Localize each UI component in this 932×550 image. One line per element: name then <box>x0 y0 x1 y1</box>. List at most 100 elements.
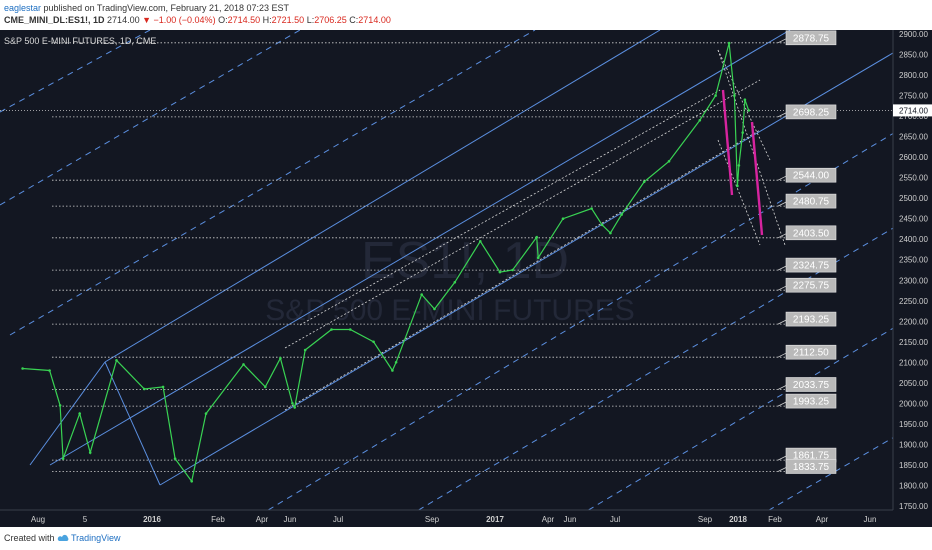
price-point <box>479 240 482 243</box>
price-tick-label: 2450.00 <box>899 215 928 224</box>
price-point <box>78 412 81 415</box>
last-price-label: 2714.00 <box>899 106 928 115</box>
level-callout-label: 2403.50 <box>793 228 830 239</box>
time-tick-label: Apr <box>816 515 829 524</box>
callout-connector <box>777 319 787 325</box>
pitchfork-outer-dashed-2 <box>0 29 301 206</box>
time-tick-label: Feb <box>211 515 225 524</box>
time-tick-label: 5 <box>83 515 88 524</box>
price-tick-label: 2600.00 <box>899 153 928 162</box>
price-tick-label: 2850.00 <box>899 51 928 60</box>
level-callout-label: 1993.25 <box>793 397 830 408</box>
time-tick-label: Apr <box>542 515 555 524</box>
price-point <box>736 184 739 188</box>
top-fan-dotted-3 <box>717 139 761 246</box>
callout-connector <box>777 265 787 271</box>
price-point <box>372 340 375 344</box>
price-point <box>453 281 457 284</box>
created-with-text: Created with <box>4 533 55 543</box>
callout-connector <box>777 352 787 358</box>
price-chart[interactable]: ES1!, 1D S&P 500 E-MINI FUTURES <box>0 29 932 528</box>
last-value: 2714.00 <box>107 15 140 25</box>
price-point <box>330 328 333 331</box>
price-point <box>161 385 165 389</box>
price-tick-label: 1850.00 <box>899 461 928 470</box>
author-link[interactable]: eaglestar <box>4 3 42 13</box>
time-tick-label: Jul <box>610 515 620 524</box>
price-point <box>620 213 623 216</box>
price-tick-label: 1900.00 <box>899 440 928 449</box>
level-callout-label: 2033.75 <box>793 380 830 391</box>
price-tick-label: 2050.00 <box>899 379 928 388</box>
price-point <box>609 231 612 235</box>
pitchfork-upper-tine <box>104 29 661 363</box>
price-point <box>714 94 717 97</box>
time-tick-label: Apr <box>256 515 269 524</box>
price-point <box>741 131 744 134</box>
time-tick-label: Jul <box>333 515 343 524</box>
footer-bar: Created with TradingView <box>0 527 932 550</box>
price-tick-label: 2900.00 <box>899 30 928 39</box>
tradingview-logo-icon[interactable] <box>56 531 70 545</box>
price-point <box>115 359 118 362</box>
change-value: ▼ −1.00 (−0.04%) <box>142 15 216 25</box>
price-point <box>743 98 747 101</box>
callout-connector <box>777 467 787 472</box>
last-price-box <box>893 104 932 117</box>
tradingview-brand-link[interactable]: TradingView <box>71 533 121 543</box>
level-callout-box <box>785 257 837 273</box>
published-text: published on TradingView.com, February 2… <box>43 3 290 13</box>
price-point <box>747 109 750 112</box>
time-axis[interactable]: Aug 5 2016 Feb Apr Jun Jul Sep 2017 Apr Jun Jul Sep 2… <box>0 509 932 527</box>
close-value: 2714.00 <box>358 15 391 25</box>
price-point <box>600 223 604 227</box>
callout-connector <box>777 455 787 461</box>
level-callout-label: 2193.25 <box>793 315 830 326</box>
level-callout-label: 2698.25 <box>793 107 830 118</box>
time-tick-label: Aug <box>31 515 45 524</box>
level-callout-label: 1833.75 <box>793 462 830 473</box>
trend-channel-dotted-1 <box>284 79 761 349</box>
price-point <box>242 363 245 366</box>
price-tick-label: 2000.00 <box>899 399 928 408</box>
callout-connector <box>777 285 787 291</box>
pitchfork-handle-2 <box>104 361 161 486</box>
price-point <box>391 369 394 372</box>
chart-area[interactable]: ES1!, 1D S&P 500 E-MINI FUTURES <box>0 29 932 528</box>
price-tick-label: 2300.00 <box>899 276 928 285</box>
trend-channel-dotted-3 <box>299 89 721 326</box>
time-tick-label: Sep <box>698 515 713 524</box>
level-callout-box <box>785 225 837 241</box>
pitchfork-outer-dashed-3 <box>9 29 536 336</box>
chart-legend: S&P 500 E-MINI FUTURES, 1D, CME <box>4 36 156 46</box>
price-tick-label: 1800.00 <box>899 481 928 490</box>
low-label: L: <box>306 15 315 25</box>
level-callout-box <box>785 277 837 293</box>
forecast-line-2 <box>750 121 764 236</box>
level-callout-box <box>785 393 837 409</box>
price-tick-label: 2400.00 <box>899 235 928 244</box>
price-tick-label: 2200.00 <box>899 317 928 326</box>
level-callout-label: 2544.00 <box>793 171 830 182</box>
price-point <box>511 268 514 272</box>
level-callout-label: 2112.50 <box>793 348 829 359</box>
price-tick-label: 2750.00 <box>899 92 928 101</box>
symbol-label: CME_MINI_DL:ES1!, 1D <box>4 15 105 25</box>
price-tick-label: 2150.00 <box>899 338 928 347</box>
price-point <box>58 404 62 407</box>
price-point <box>264 385 267 389</box>
level-callout-box <box>785 167 837 183</box>
level-callout-box <box>785 193 837 209</box>
watermark-symbol: ES1!, 1D <box>361 232 569 290</box>
price-point <box>48 369 51 372</box>
price-point <box>88 451 92 454</box>
callout-connector <box>777 233 787 239</box>
price-point <box>737 164 741 167</box>
price-point <box>173 457 177 461</box>
pitchfork-upper-parallel <box>49 29 791 466</box>
level-callout-box <box>785 344 837 360</box>
callout-connector <box>777 401 787 407</box>
price-point <box>143 387 146 391</box>
ohlc-line: CME_MINI_DL:ES1!, 1D 2714.00 ▼ −1.00 (−0… <box>4 15 391 25</box>
pitchfork-handle-1 <box>29 361 106 466</box>
